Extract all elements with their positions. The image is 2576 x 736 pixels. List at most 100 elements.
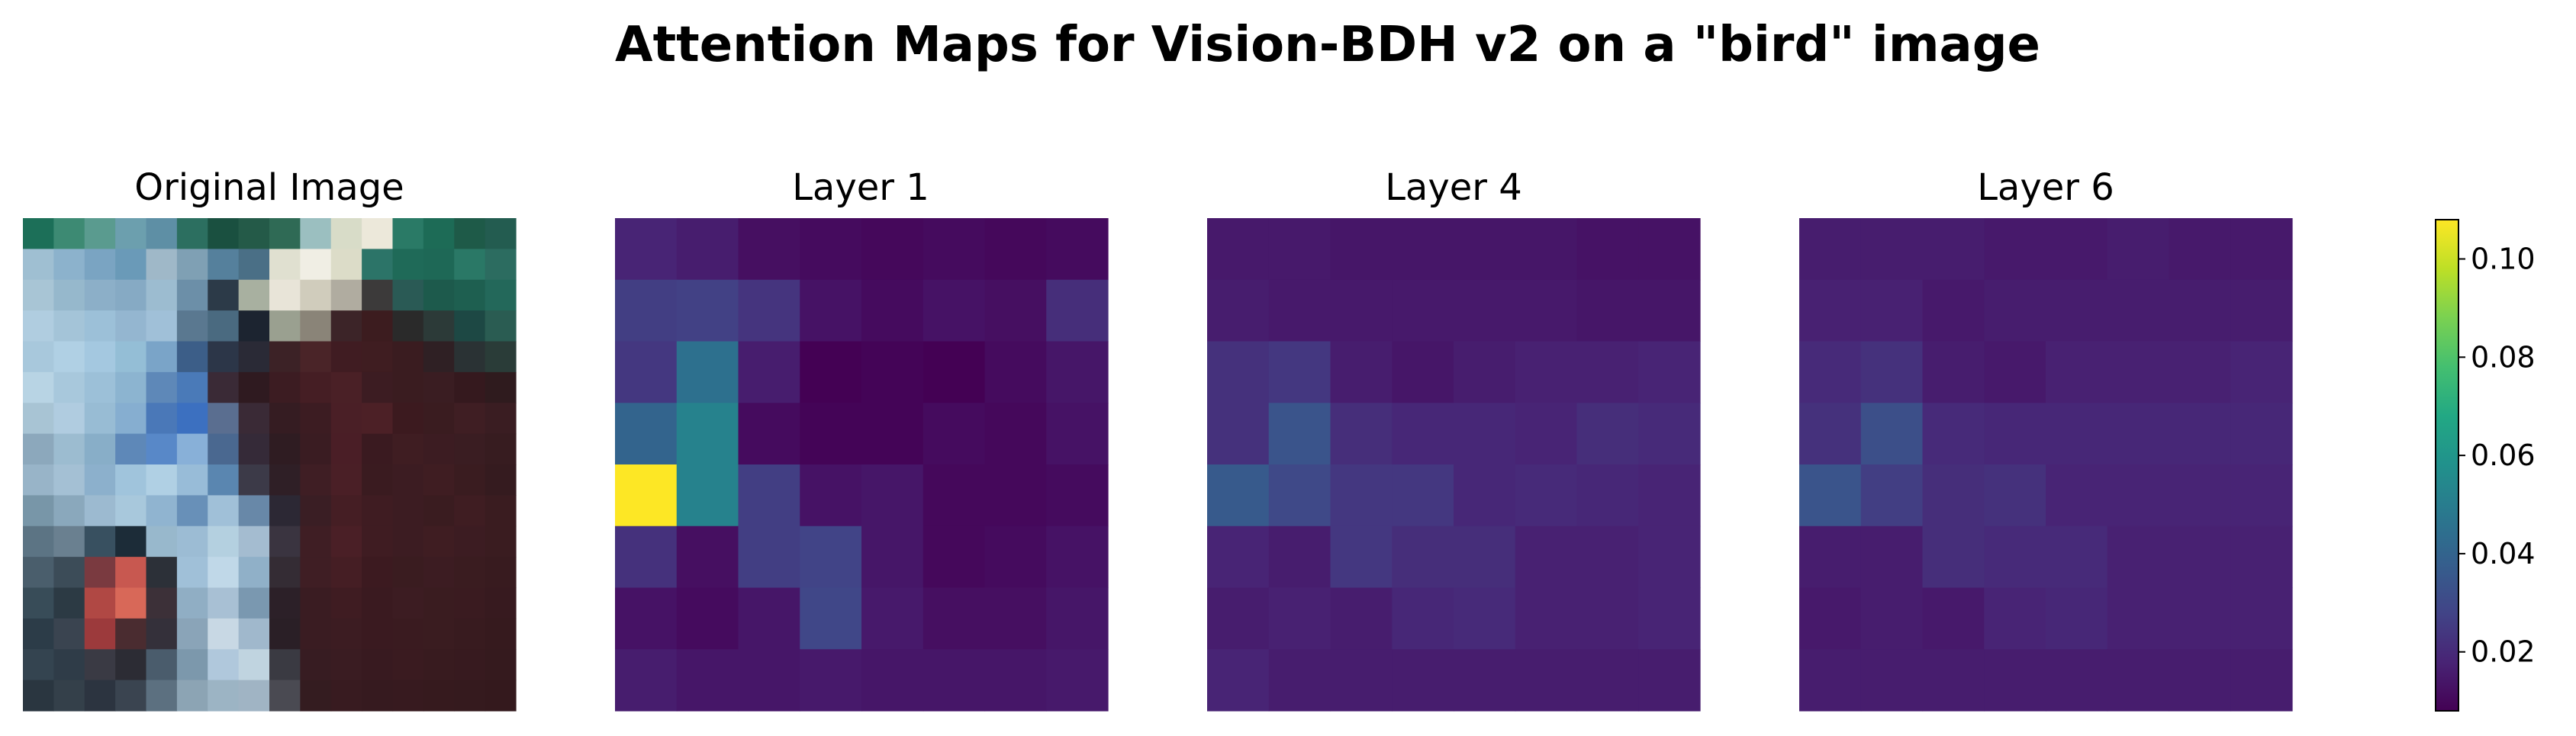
- image-pixel: [115, 464, 147, 496]
- image-pixel: [115, 218, 147, 249]
- image-pixel: [23, 310, 54, 342]
- image-pixel: [423, 249, 455, 281]
- image-pixel: [208, 649, 240, 681]
- image-pixel: [23, 249, 54, 281]
- heatmap-cell: [1392, 279, 1454, 342]
- heatmap-cell: [1454, 279, 1516, 342]
- heatmap-cell: [1860, 403, 1924, 465]
- heatmap-cell: [1860, 525, 1924, 589]
- image-pixel: [392, 403, 424, 435]
- image-pixel: [330, 249, 362, 281]
- image-pixel: [238, 680, 270, 712]
- image-pixel: [392, 371, 424, 403]
- image-pixel: [23, 464, 54, 496]
- image-pixel: [269, 310, 301, 342]
- image-pixel: [115, 649, 147, 681]
- image-pixel: [23, 218, 54, 249]
- image-pixel: [84, 341, 116, 373]
- heatmap-cell: [1515, 464, 1578, 527]
- image-pixel: [392, 279, 424, 311]
- image-pixel: [53, 557, 85, 589]
- heatmap-cell: [1268, 649, 1331, 712]
- image-pixel: [362, 557, 394, 589]
- heatmap-cell: [2169, 403, 2231, 465]
- heatmap-cell: [1799, 279, 1862, 342]
- image-pixel: [485, 249, 517, 281]
- heatmap-cell: [2046, 403, 2108, 465]
- image-pixel: [300, 218, 332, 249]
- heatmap-cell: [1984, 218, 2046, 281]
- image-pixel: [53, 618, 85, 650]
- image-pixel: [454, 464, 486, 496]
- image-pixel: [208, 433, 240, 465]
- heatmap-cell: [676, 525, 739, 589]
- image-pixel: [84, 310, 116, 342]
- heatmap-cell: [1576, 403, 1639, 465]
- heatmap-cell: [1515, 649, 1578, 712]
- heatmap-cell: [738, 403, 800, 465]
- image-pixel: [269, 433, 301, 465]
- heatmap-cell: [1984, 587, 2046, 650]
- image-pixel: [84, 557, 116, 589]
- heatmap-cell: [861, 341, 924, 403]
- heatmap-cell: [1515, 403, 1578, 465]
- image-pixel: [485, 557, 517, 589]
- heatmap-cell: [738, 525, 800, 589]
- heatmap-cell: [1799, 587, 1862, 650]
- image-pixel: [485, 371, 517, 403]
- image-pixel: [269, 218, 301, 249]
- image-pixel: [84, 403, 116, 435]
- image-pixel: [362, 403, 394, 435]
- image-pixel: [330, 371, 362, 403]
- image-pixel: [362, 371, 394, 403]
- image-pixel: [238, 371, 270, 403]
- image-pixel: [454, 587, 486, 619]
- heatmap-cell: [615, 587, 678, 650]
- image-pixel: [362, 464, 394, 496]
- image-pixel: [23, 495, 54, 527]
- image-pixel: [238, 557, 270, 589]
- heatmap-cell: [615, 403, 678, 465]
- heatmap-cell: [2169, 525, 2231, 589]
- heatmap-cell: [1207, 279, 1270, 342]
- image-pixel: [392, 557, 424, 589]
- image-pixel: [330, 279, 362, 311]
- image-pixel: [176, 557, 208, 589]
- image-pixel: [146, 557, 178, 589]
- heatmap-cell: [1922, 587, 1985, 650]
- heatmap-cell: [2107, 587, 2170, 650]
- image-pixel: [53, 495, 85, 527]
- image-pixel: [362, 525, 394, 558]
- figure-title: Attention Maps for Vision-BDH v2 on a "b…: [615, 17, 2040, 73]
- heatmap-cell: [861, 403, 924, 465]
- heatmap-cell: [1515, 218, 1578, 281]
- heatmap-cell: [2107, 341, 2170, 403]
- image-pixel: [330, 495, 362, 527]
- image-pixel: [176, 433, 208, 465]
- image-pixel: [300, 495, 332, 527]
- image-pixel: [362, 618, 394, 650]
- heatmap-cell: [1392, 341, 1454, 403]
- heatmap-cell: [1922, 218, 1985, 281]
- image-pixel: [84, 587, 116, 619]
- heatmap-cell: [1984, 649, 2046, 712]
- heatmap-cell: [1799, 525, 1862, 589]
- heatmap-cell: [1268, 218, 1331, 281]
- heatmap-cell: [800, 403, 862, 465]
- original-image: [23, 218, 517, 712]
- heatmap-cell: [1576, 341, 1639, 403]
- image-pixel: [330, 310, 362, 342]
- image-pixel: [176, 680, 208, 712]
- image-pixel: [423, 371, 455, 403]
- heatmap-cell: [1330, 464, 1393, 527]
- heatmap-cell: [984, 403, 1047, 465]
- heatmap-cell: [2107, 403, 2170, 465]
- image-pixel: [146, 341, 178, 373]
- image-pixel: [176, 525, 208, 558]
- heatmap-cell: [1799, 403, 1862, 465]
- heatmap-cell: [2230, 403, 2293, 465]
- image-pixel: [53, 218, 85, 249]
- image-pixel: [485, 649, 517, 681]
- colorbar-tick-label: 0.08: [2471, 340, 2536, 374]
